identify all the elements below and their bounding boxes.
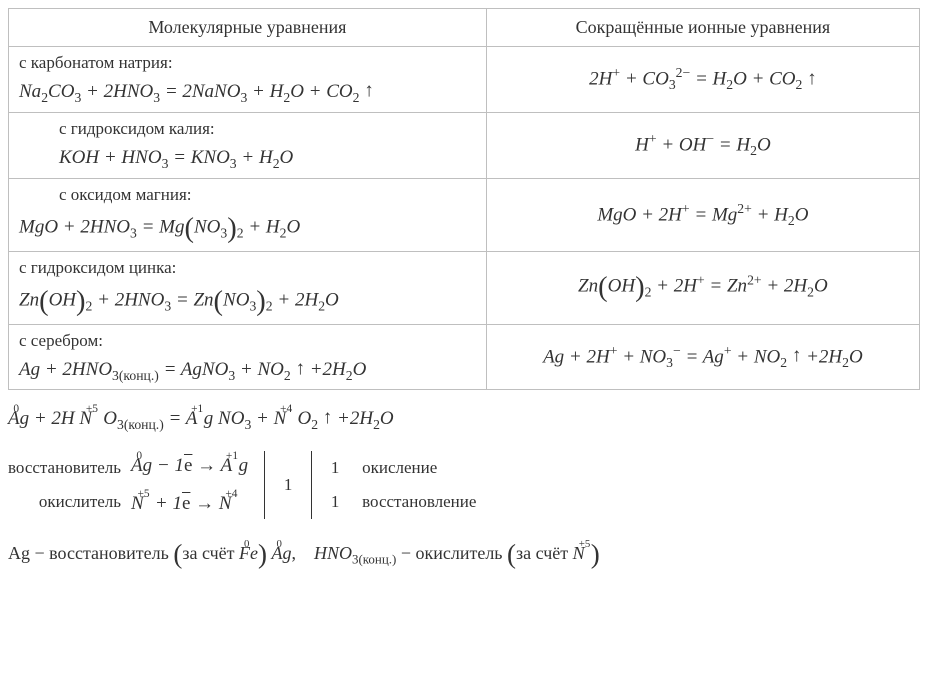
reducer-label: восстановитель (8, 451, 121, 485)
molecular-equation: Na2CO3 + 2HNO3 = 2NaNO3 + H2O + CO2 ↑ (19, 81, 476, 106)
equations-table: Молекулярные уравнения Сокращённые ионны… (8, 8, 920, 390)
divider-bar (264, 451, 265, 519)
molecular-equation: Ag + 2HNO3(конц.) = AgNO3 + NO2 ↑ +2H2O (19, 359, 476, 384)
summary-line: Ag − восстановитель (за счёт F0e) A0g, H… (8, 539, 920, 570)
half-reactions: восстановитель окислитель A0g − 1e → A+1… (8, 447, 920, 523)
ionic-equation: 2H+ + CO32− = H2O + CO2 ↑ (497, 65, 909, 93)
molecular-equation: MgO + 2HNO3 = Mg(NO3)2 + H2O (19, 213, 476, 245)
coef-col-2: 1 1 (328, 451, 342, 519)
ionic-cell: MgO + 2H+ = Mg2+ + H2O (486, 178, 919, 251)
molecular-cell: с оксидом магния: MgO + 2HNO3 = Mg(NO3)2 … (9, 178, 487, 251)
reaction-label: с оксидом магния: (19, 185, 476, 205)
divider-bar (311, 451, 312, 519)
ionic-cell: 2H+ + CO32− = H2O + CO2 ↑ (486, 47, 919, 113)
reaction-label: с гидроксидом цинка: (19, 258, 476, 278)
role-labels: восстановитель окислитель (8, 451, 121, 519)
ionic-cell: H+ + OH− = H2O (486, 112, 919, 178)
half-eq-top: A0g − 1e → A+1g (131, 447, 248, 485)
ionic-equation: MgO + 2H+ = Mg2+ + H2O (497, 201, 909, 229)
header-molecular: Молекулярные уравнения (9, 9, 487, 47)
molecular-equation: KOH + HNO3 = KNO3 + H2O (19, 147, 476, 172)
coef-col-1: 1 (281, 468, 295, 502)
half-eq-bot: N+5 + 1e → N+4 (131, 485, 248, 523)
molecular-cell: с гидроксидом калия: KOH + HNO3 = KNO3 + … (9, 112, 487, 178)
reduction-label: восстановление (362, 485, 476, 519)
ionic-cell: Ag + 2H+ + NO3− = Ag+ + NO2 ↑ +2H2O (486, 324, 919, 390)
process-labels: окисление восстановление (362, 451, 476, 519)
redox-overall: A0g + 2H N+5 O3(конц.) = A+1g NO3 + N+4 … (8, 408, 920, 433)
redox-section: A0g + 2H N+5 O3(конц.) = A+1g NO3 + N+4 … (8, 408, 920, 570)
ionic-cell: Zn(OH)2 + 2H+ = Zn2+ + 2H2O (486, 251, 919, 324)
half-equations: A0g − 1e → A+1g N+5 + 1e → N+4 (131, 447, 248, 523)
molecular-cell: с гидроксидом цинка: Zn(OH)2 + 2HNO3 = Zn… (9, 251, 487, 324)
reaction-label: с гидроксидом калия: (19, 119, 476, 139)
molecular-cell: с карбонатом натрия: Na2CO3 + 2HNO3 = 2Na… (9, 47, 487, 113)
molecular-cell: с серебром: Ag + 2HNO3(конц.) = AgNO3 + N… (9, 324, 487, 390)
ionic-equation: Zn(OH)2 + 2H+ = Zn2+ + 2H2O (497, 272, 909, 304)
ionic-equation: H+ + OH− = H2O (497, 131, 909, 159)
ionic-equation: Ag + 2H+ + NO3− = Ag+ + NO2 ↑ +2H2O (497, 343, 909, 371)
oxidation-label: окисление (362, 451, 476, 485)
reaction-label: с серебром: (19, 331, 476, 351)
molecular-equation: Zn(OH)2 + 2HNO3 = Zn(NO3)2 + 2H2O (19, 286, 476, 318)
header-ionic: Сокращённые ионные уравнения (486, 9, 919, 47)
oxidizer-label: окислитель (8, 485, 121, 519)
reaction-label: с карбонатом натрия: (19, 53, 476, 73)
